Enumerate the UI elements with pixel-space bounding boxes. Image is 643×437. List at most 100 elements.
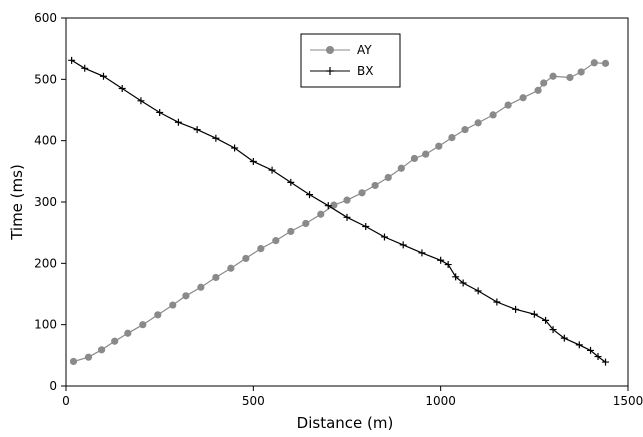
data-point-bx: [287, 178, 295, 186]
data-point-bx: [594, 353, 602, 361]
data-point-bx: [118, 85, 126, 93]
data-point-bx: [459, 279, 467, 287]
data-point-bx: [380, 233, 388, 241]
data-point-ay: [590, 59, 598, 67]
data-point-ay: [197, 283, 205, 291]
legend-marker-ay: [326, 46, 334, 54]
data-point-ay: [422, 150, 430, 158]
data-point-bx: [68, 56, 76, 64]
data-point-ay: [358, 189, 366, 197]
data-point-bx: [542, 316, 550, 324]
data-point-bx: [81, 64, 89, 72]
data-point-ay: [317, 210, 325, 218]
data-point-bx: [137, 97, 145, 105]
x-tick-label: 500: [242, 394, 265, 408]
data-point-ay: [397, 164, 405, 172]
data-point-ay: [577, 68, 585, 76]
y-tick-label: 300: [34, 195, 57, 209]
data-point-ay: [330, 201, 338, 209]
data-point-ay: [257, 245, 265, 253]
data-point-ay: [343, 196, 351, 204]
series-layer: [68, 56, 610, 366]
data-point-bx: [549, 326, 557, 334]
data-point-ay: [169, 301, 177, 309]
data-point-bx: [249, 158, 257, 166]
data-point-ay: [504, 101, 512, 109]
y-tick-label: 200: [34, 256, 57, 270]
data-point-ay: [124, 329, 132, 337]
data-point-ay: [410, 154, 419, 163]
data-point-bx: [474, 287, 482, 295]
x-tick-label: 1000: [425, 394, 456, 408]
series-line-ay: [73, 62, 606, 363]
y-tick-label: 0: [49, 379, 57, 393]
data-point-ay: [448, 134, 456, 142]
data-point-bx: [444, 261, 452, 269]
legend-label-ay: AY: [357, 43, 372, 57]
data-point-bx: [268, 166, 276, 174]
data-point-ay: [384, 173, 392, 182]
data-point-bx: [231, 144, 239, 152]
data-point-bx: [493, 298, 501, 306]
y-tick-label: 500: [34, 72, 57, 86]
data-point-bx: [174, 118, 182, 126]
data-point-ay: [111, 337, 119, 345]
data-point-ay: [287, 227, 295, 236]
data-point-bx: [99, 72, 107, 80]
data-point-bx: [512, 305, 520, 313]
data-point-ay: [519, 94, 527, 102]
x-axis-title: Distance (m): [297, 414, 394, 432]
x-tick-label: 1500: [613, 394, 643, 408]
y-tick-label: 100: [34, 318, 57, 332]
data-point-ay: [371, 181, 379, 190]
data-point-ay: [69, 357, 78, 366]
data-point-bx: [602, 358, 610, 366]
data-point-bx: [212, 134, 220, 142]
data-point-bx: [437, 256, 445, 264]
data-point-ay: [534, 86, 542, 94]
data-point-ay: [97, 346, 106, 354]
data-point-bx: [399, 241, 407, 249]
legend: AY BX: [300, 33, 401, 88]
series-bx: [68, 56, 610, 366]
data-point-ay: [566, 73, 574, 82]
data-point-ay: [227, 264, 235, 272]
data-point-ay: [242, 254, 250, 263]
data-point-ay: [474, 119, 482, 127]
data-point-bx: [587, 346, 595, 354]
data-point-bx: [530, 310, 538, 318]
data-point-bx: [452, 273, 460, 281]
data-point-bx: [306, 191, 314, 199]
data-point-ay: [489, 111, 497, 119]
data-point-bx: [324, 202, 332, 210]
data-point-ay: [540, 79, 548, 87]
legend-label-bx: BX: [357, 64, 373, 78]
legend-box: [300, 33, 401, 88]
data-point-ay: [461, 126, 469, 134]
legend-marker-bx: [326, 67, 334, 75]
y-tick-label: 600: [34, 11, 57, 25]
y-tick-label: 400: [34, 134, 57, 148]
data-point-bx: [575, 341, 583, 349]
data-point-ay: [154, 311, 162, 319]
data-point-bx: [560, 334, 568, 342]
data-point-ay: [84, 353, 93, 361]
data-point-bx: [156, 108, 164, 116]
axes: 0 100 200 300 400 500 600 0 500 1000 1500: [34, 11, 643, 408]
data-point-bx: [193, 126, 201, 134]
data-point-ay: [549, 72, 557, 80]
data-point-ay: [182, 292, 190, 300]
data-point-ay: [139, 321, 147, 329]
data-point-ay: [212, 273, 220, 282]
y-axis-title: Time (ms): [8, 164, 26, 241]
data-point-ay: [302, 219, 310, 228]
data-point-ay: [601, 59, 610, 67]
series-ay: [69, 59, 610, 366]
data-point-ay: [272, 237, 280, 245]
series-line-bx: [71, 59, 606, 363]
data-point-bx: [343, 213, 351, 221]
data-point-bx: [418, 249, 426, 257]
data-point-bx: [362, 223, 370, 231]
